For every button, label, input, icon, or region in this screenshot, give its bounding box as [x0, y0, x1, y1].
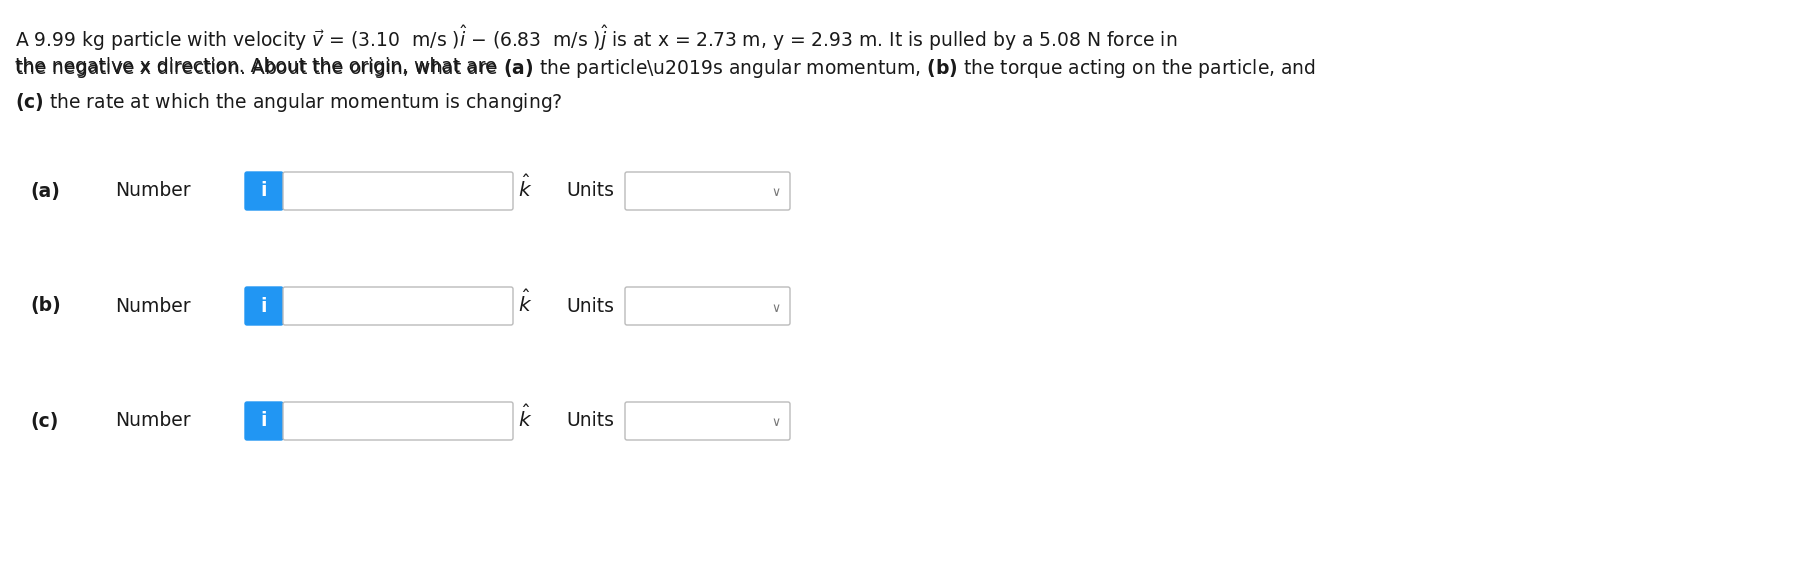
Text: Units: Units — [565, 411, 614, 431]
FancyBboxPatch shape — [245, 172, 283, 210]
Text: Number: Number — [116, 411, 191, 431]
Text: ∨: ∨ — [771, 302, 780, 315]
Text: $\hat{k}$: $\hat{k}$ — [518, 405, 532, 431]
Text: ∨: ∨ — [771, 187, 780, 199]
FancyBboxPatch shape — [625, 172, 789, 210]
Text: (b): (b) — [31, 297, 61, 315]
Text: the negative x direction. About the origin, what are $\mathbf{(a)}$ the particle: the negative x direction. About the orig… — [14, 57, 1316, 80]
FancyBboxPatch shape — [625, 287, 789, 325]
FancyBboxPatch shape — [625, 402, 789, 440]
FancyBboxPatch shape — [245, 287, 283, 325]
Text: (c): (c) — [31, 411, 58, 431]
Text: i: i — [260, 182, 267, 200]
Text: $\hat{k}$: $\hat{k}$ — [518, 175, 532, 201]
FancyBboxPatch shape — [283, 172, 513, 210]
FancyBboxPatch shape — [283, 402, 513, 440]
Text: Number: Number — [116, 297, 191, 315]
Text: i: i — [260, 411, 267, 431]
FancyBboxPatch shape — [245, 402, 283, 440]
Text: $\mathbf{(c)}$ the rate at which the angular momentum is changing?: $\mathbf{(c)}$ the rate at which the ang… — [14, 91, 563, 114]
Text: $\hat{k}$: $\hat{k}$ — [518, 290, 532, 316]
Text: (a): (a) — [31, 182, 60, 200]
Text: Number: Number — [116, 182, 191, 200]
Text: ∨: ∨ — [771, 417, 780, 430]
Text: A 9.99 kg particle with velocity $\vec{v}$ = (3.10  m/s )$\hat{i}$ $-$ (6.83  m/: A 9.99 kg particle with velocity $\vec{v… — [14, 23, 1177, 53]
Text: i: i — [260, 297, 267, 315]
FancyBboxPatch shape — [283, 287, 513, 325]
Text: the negative x direction. About the origin, what are: the negative x direction. About the orig… — [14, 57, 502, 76]
Text: Units: Units — [565, 182, 614, 200]
Text: Units: Units — [565, 297, 614, 315]
